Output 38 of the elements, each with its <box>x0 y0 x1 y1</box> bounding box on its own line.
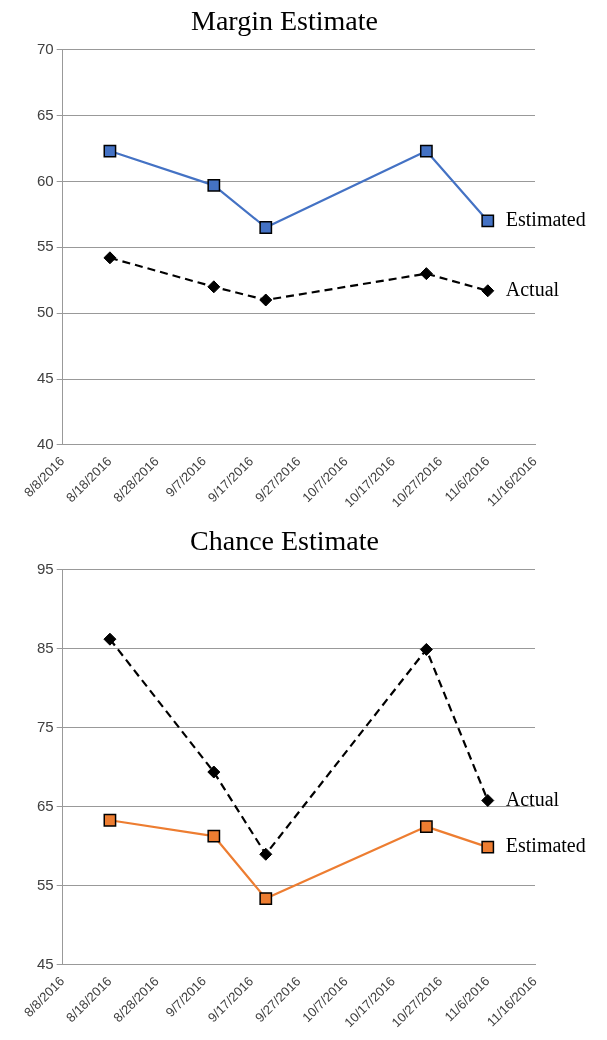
point <box>259 293 273 307</box>
point <box>419 267 433 281</box>
y-tick-label: 45 <box>37 955 54 973</box>
point <box>419 144 433 158</box>
y-tick-label: 55 <box>37 876 54 894</box>
point <box>103 632 117 646</box>
chart-title: Margin Estimate <box>191 5 378 37</box>
y-tick-label: 65 <box>37 105 54 123</box>
point <box>419 820 433 833</box>
chart-title: Chance Estimate <box>190 525 379 557</box>
point <box>259 221 273 234</box>
y-tick-label: 40 <box>37 435 54 453</box>
point <box>207 178 221 192</box>
point <box>481 793 495 807</box>
series-label: Estimated <box>505 834 586 857</box>
y-tick-label: 50 <box>37 303 54 321</box>
point <box>207 280 221 294</box>
series-label: Actual <box>505 278 560 301</box>
point <box>103 251 117 265</box>
point <box>481 840 495 854</box>
y-tick-label: 75 <box>37 717 54 735</box>
point <box>103 813 117 827</box>
y-tick-label: 85 <box>37 638 54 656</box>
y-tick-label: 55 <box>37 237 54 255</box>
point <box>481 214 495 228</box>
point <box>207 829 221 843</box>
y-tick-label: 60 <box>37 171 54 189</box>
point <box>207 765 221 779</box>
point <box>259 892 273 905</box>
point <box>419 642 433 656</box>
point <box>259 847 273 861</box>
series-label: Actual <box>505 787 560 810</box>
y-tick-label: 70 <box>37 39 54 57</box>
series-label: Estimated <box>505 208 586 231</box>
y-tick-label: 65 <box>37 796 54 814</box>
point <box>481 284 495 298</box>
y-tick-label: 95 <box>37 559 54 577</box>
y-tick-label: 45 <box>37 369 54 387</box>
